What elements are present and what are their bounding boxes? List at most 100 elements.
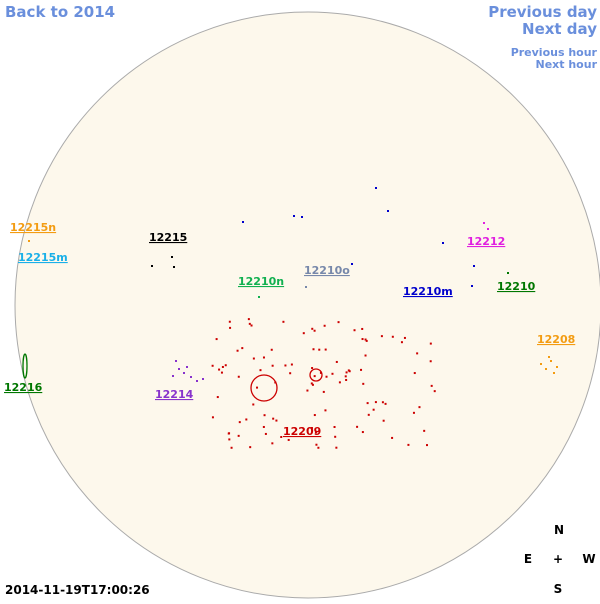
region-label[interactable]: 12215n — [10, 221, 56, 234]
spot-dot — [216, 396, 219, 399]
spot-dot — [186, 366, 188, 368]
spot-dot — [384, 402, 387, 405]
spot-dot — [310, 382, 313, 385]
spot-dot — [211, 416, 214, 419]
spot-dot — [280, 435, 283, 438]
spot-dot — [351, 263, 353, 265]
spot-dot — [319, 371, 322, 374]
spot-dot — [324, 409, 327, 412]
spot-dot — [353, 329, 356, 332]
spot-dot — [183, 372, 185, 374]
region-label[interactable]: 12209 — [283, 425, 321, 438]
spot-dot — [311, 367, 314, 370]
compass-west: W — [582, 552, 595, 566]
spot-dot — [28, 240, 30, 242]
spot-dot — [289, 372, 292, 375]
spot-dot — [335, 360, 338, 363]
spot-dot — [215, 338, 218, 341]
region-label[interactable]: 12208 — [537, 333, 575, 346]
spot-dot — [196, 380, 198, 382]
sunspot — [250, 374, 278, 402]
region-label[interactable]: 12216 — [4, 381, 43, 394]
region-label[interactable]: 12212 — [467, 235, 505, 248]
spot-dot — [540, 363, 542, 365]
spot-dot — [275, 419, 278, 422]
spot-dot — [237, 375, 240, 378]
spot-dot — [381, 401, 384, 404]
compass-north: N — [554, 523, 564, 537]
spot-dot — [345, 371, 348, 374]
region-label[interactable]: 12210o — [304, 264, 350, 277]
spot-dot — [175, 360, 177, 362]
region-label[interactable]: 12215m — [18, 251, 68, 264]
spot-dot — [313, 329, 316, 332]
spot-dot — [242, 221, 244, 223]
spot-dot — [259, 369, 262, 372]
spot-dot — [430, 384, 433, 387]
spot-dot — [247, 318, 250, 321]
spot-dot — [361, 338, 364, 341]
compass-east: E — [524, 552, 532, 566]
spot-dot — [366, 402, 369, 405]
spot-dot — [306, 389, 309, 392]
spot-dot — [483, 222, 485, 224]
compass-center: + — [553, 552, 563, 566]
spot-dot — [334, 435, 337, 438]
spot-dot — [364, 354, 367, 357]
spot-dot — [337, 321, 340, 324]
back-link[interactable]: Back to 2014 — [5, 3, 115, 21]
spot-dot — [407, 443, 410, 446]
spot-dot — [252, 403, 255, 406]
spot-dot — [364, 338, 367, 341]
spot-dot — [356, 425, 359, 428]
spot-dot — [302, 332, 305, 335]
spot-dot — [372, 408, 375, 411]
spot-dot — [473, 265, 475, 267]
spot-dot — [173, 266, 175, 268]
spot-dot — [310, 426, 313, 429]
spot-dot — [258, 296, 260, 298]
spot-dot — [228, 438, 231, 441]
region-label[interactable]: 12214 — [155, 388, 194, 401]
spot-dot — [416, 352, 419, 355]
spot-dot — [318, 348, 321, 351]
spot-dot — [412, 411, 415, 414]
region-label[interactable]: 12210 — [497, 280, 536, 293]
spot-dot — [314, 431, 317, 434]
spot-dot — [250, 324, 253, 327]
spot-dot — [423, 429, 426, 432]
spot-dot — [274, 381, 277, 384]
next-day-link[interactable]: Next day — [522, 20, 597, 38]
spot-dot — [313, 375, 316, 378]
spot-dot — [471, 285, 473, 287]
spot-dot — [338, 381, 341, 384]
spot-dot — [361, 327, 364, 330]
spot-dot — [256, 386, 259, 389]
compass-south: S — [554, 582, 563, 596]
previous-day-link[interactable]: Previous day — [488, 3, 597, 21]
spot-dot — [324, 348, 327, 351]
spot-dot — [301, 216, 303, 218]
spot-dot — [241, 347, 244, 350]
spot-dot — [178, 368, 180, 370]
sunspot — [309, 368, 323, 382]
next-hour-link[interactable]: Next hour — [536, 58, 598, 71]
spot-dot — [290, 363, 293, 366]
spot-dot — [237, 434, 240, 437]
spot-dot — [487, 228, 489, 230]
spot-dot — [218, 368, 221, 371]
spot-dot — [418, 406, 421, 409]
spot-dot — [507, 272, 509, 274]
spot-dot — [425, 444, 428, 447]
region-label[interactable]: 12210n — [238, 275, 284, 288]
spot-dot — [228, 320, 231, 323]
spot-dot — [282, 320, 285, 323]
spot-dot — [245, 418, 248, 421]
region-label[interactable]: 12215 — [149, 231, 187, 244]
region-label[interactable]: 12210m — [403, 285, 453, 298]
previous-hour-link[interactable]: Previous hour — [511, 46, 598, 59]
spot-dot — [360, 368, 363, 371]
spot-dot — [227, 432, 230, 435]
spot-dot — [550, 360, 552, 362]
